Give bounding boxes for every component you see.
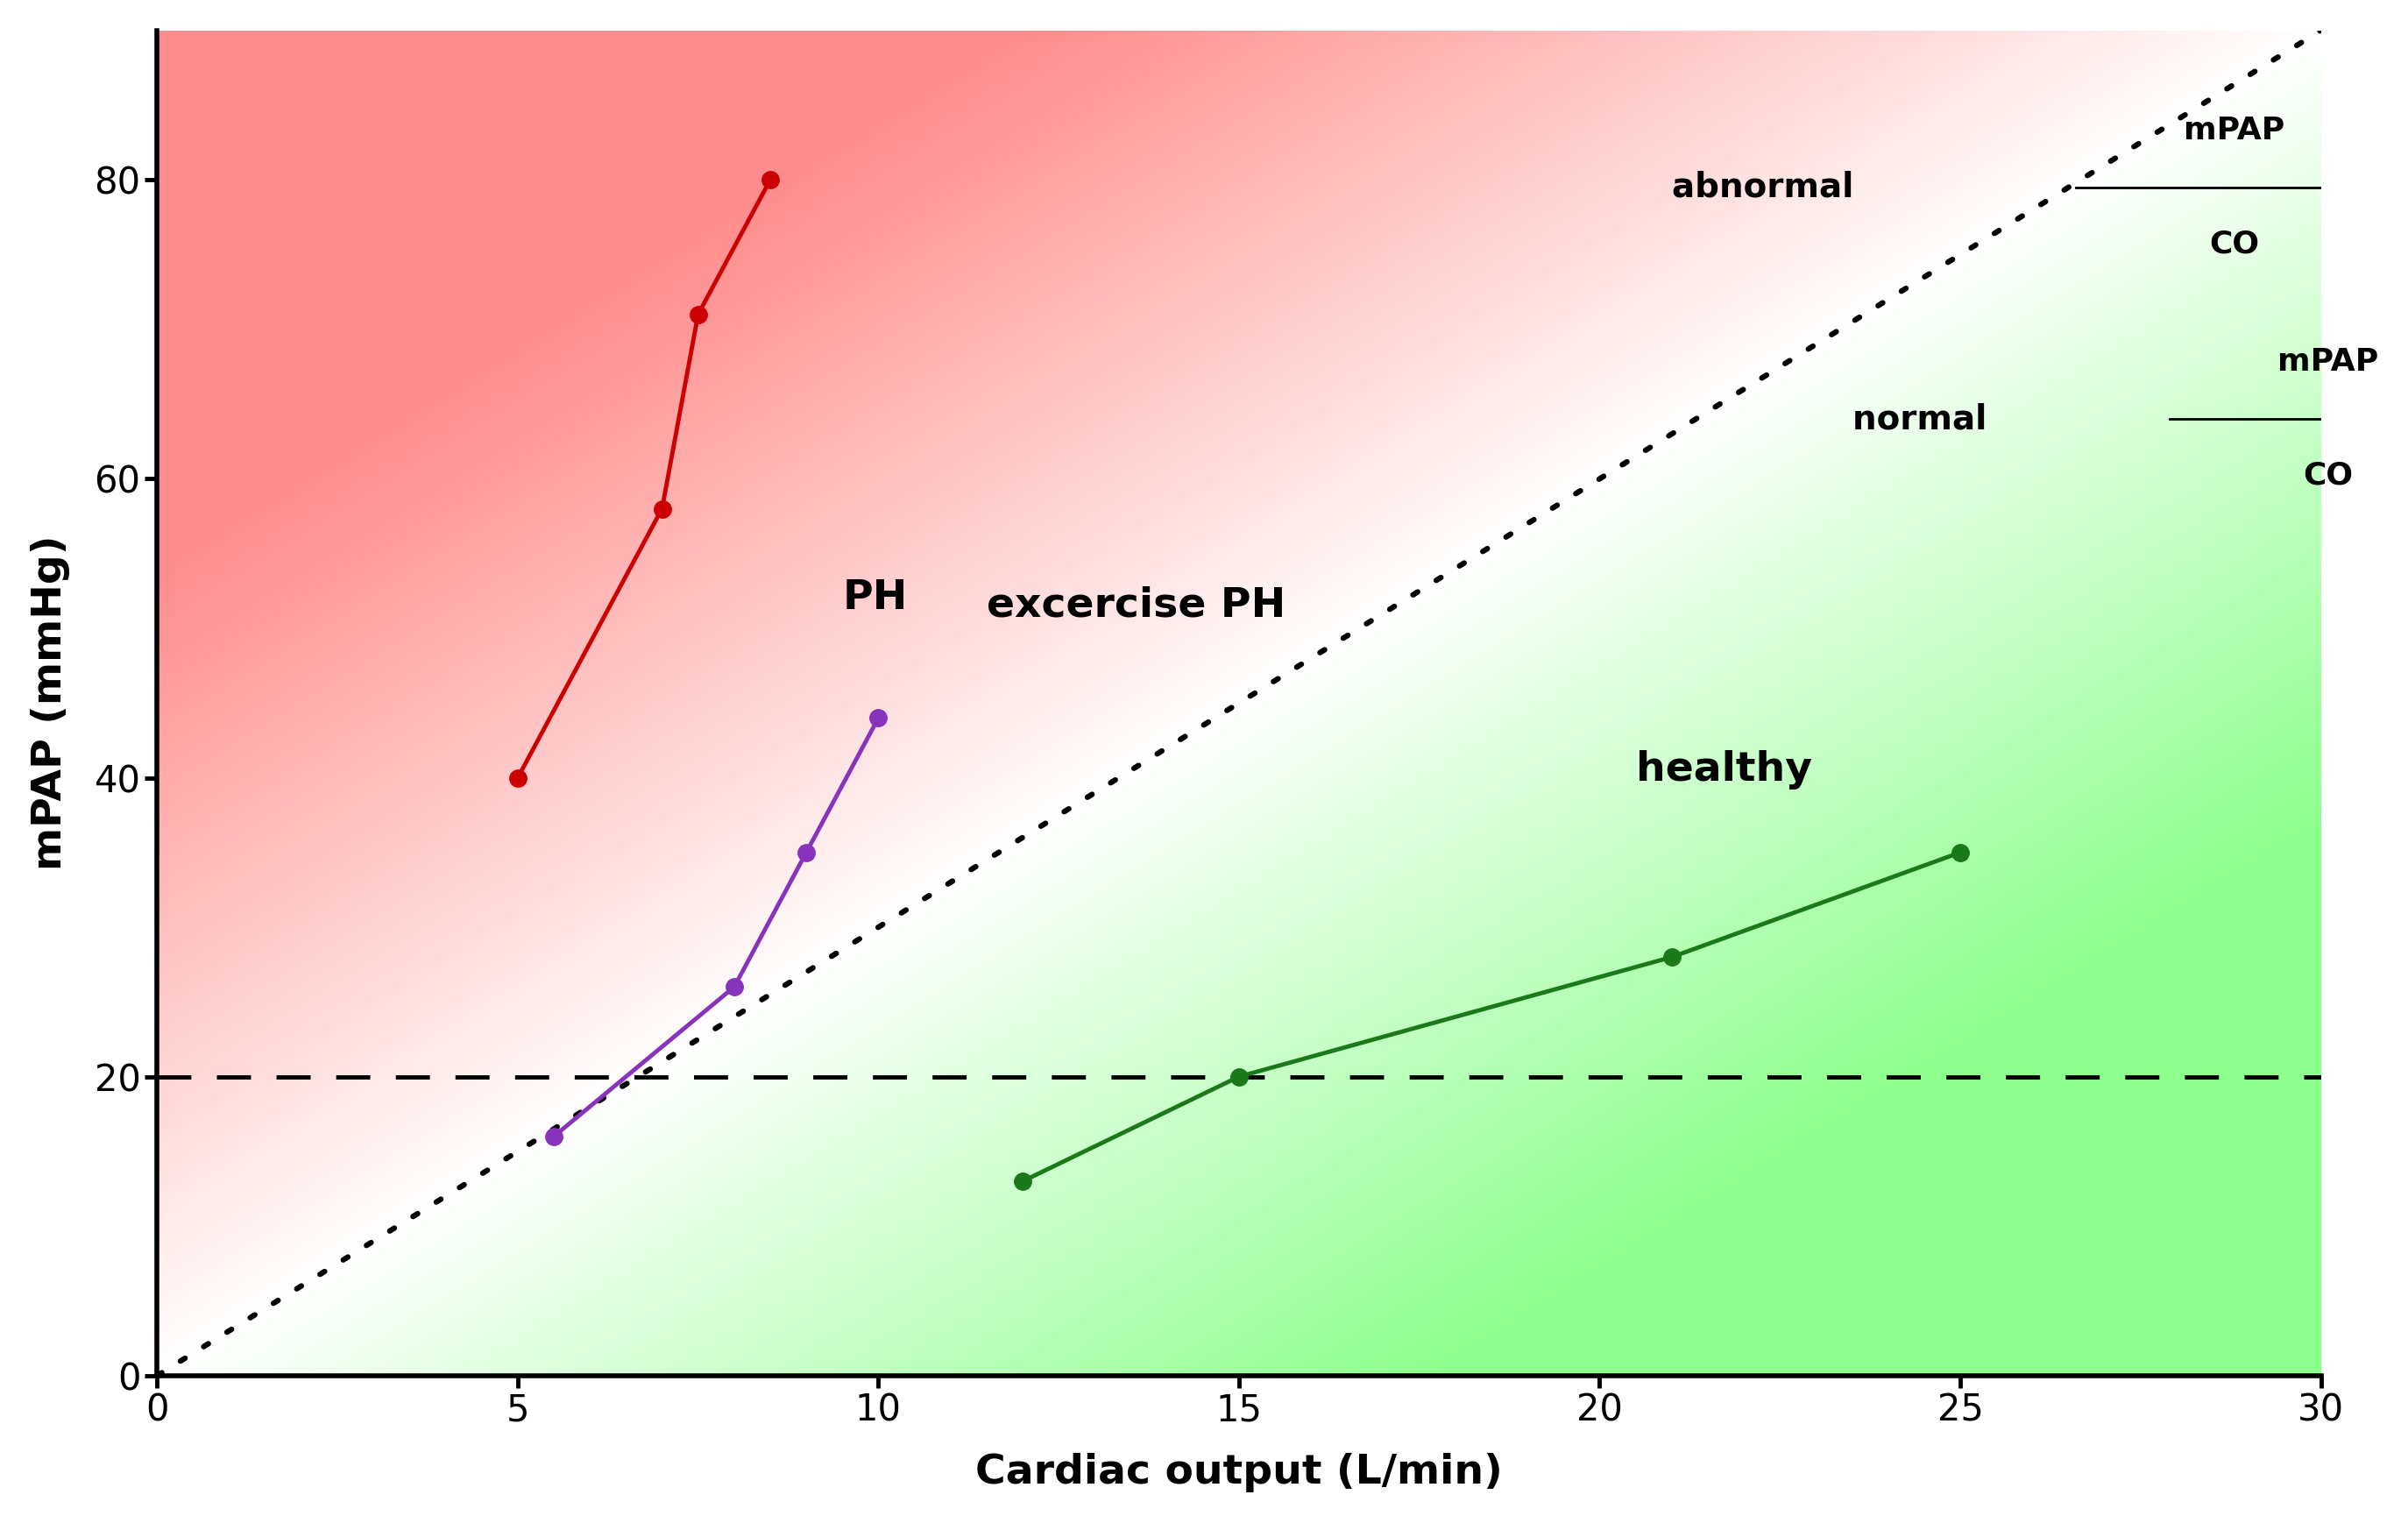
Text: PH: PH <box>843 579 908 618</box>
Y-axis label: mPAP (mmHg): mPAP (mmHg) <box>31 536 70 871</box>
X-axis label: Cardiac output (L/min): Cardiac output (L/min) <box>975 1453 1503 1493</box>
Text: excercise PH: excercise PH <box>987 586 1286 626</box>
Text: abnormal: abnormal <box>1671 171 1866 204</box>
Text: mPAP: mPAP <box>2278 347 2379 378</box>
Text: mPAP: mPAP <box>2184 116 2285 146</box>
Text: normal: normal <box>1852 402 1999 436</box>
Text: CO: CO <box>2302 461 2353 490</box>
Text: CO: CO <box>2208 228 2259 259</box>
Text: healthy: healthy <box>1635 751 1811 790</box>
